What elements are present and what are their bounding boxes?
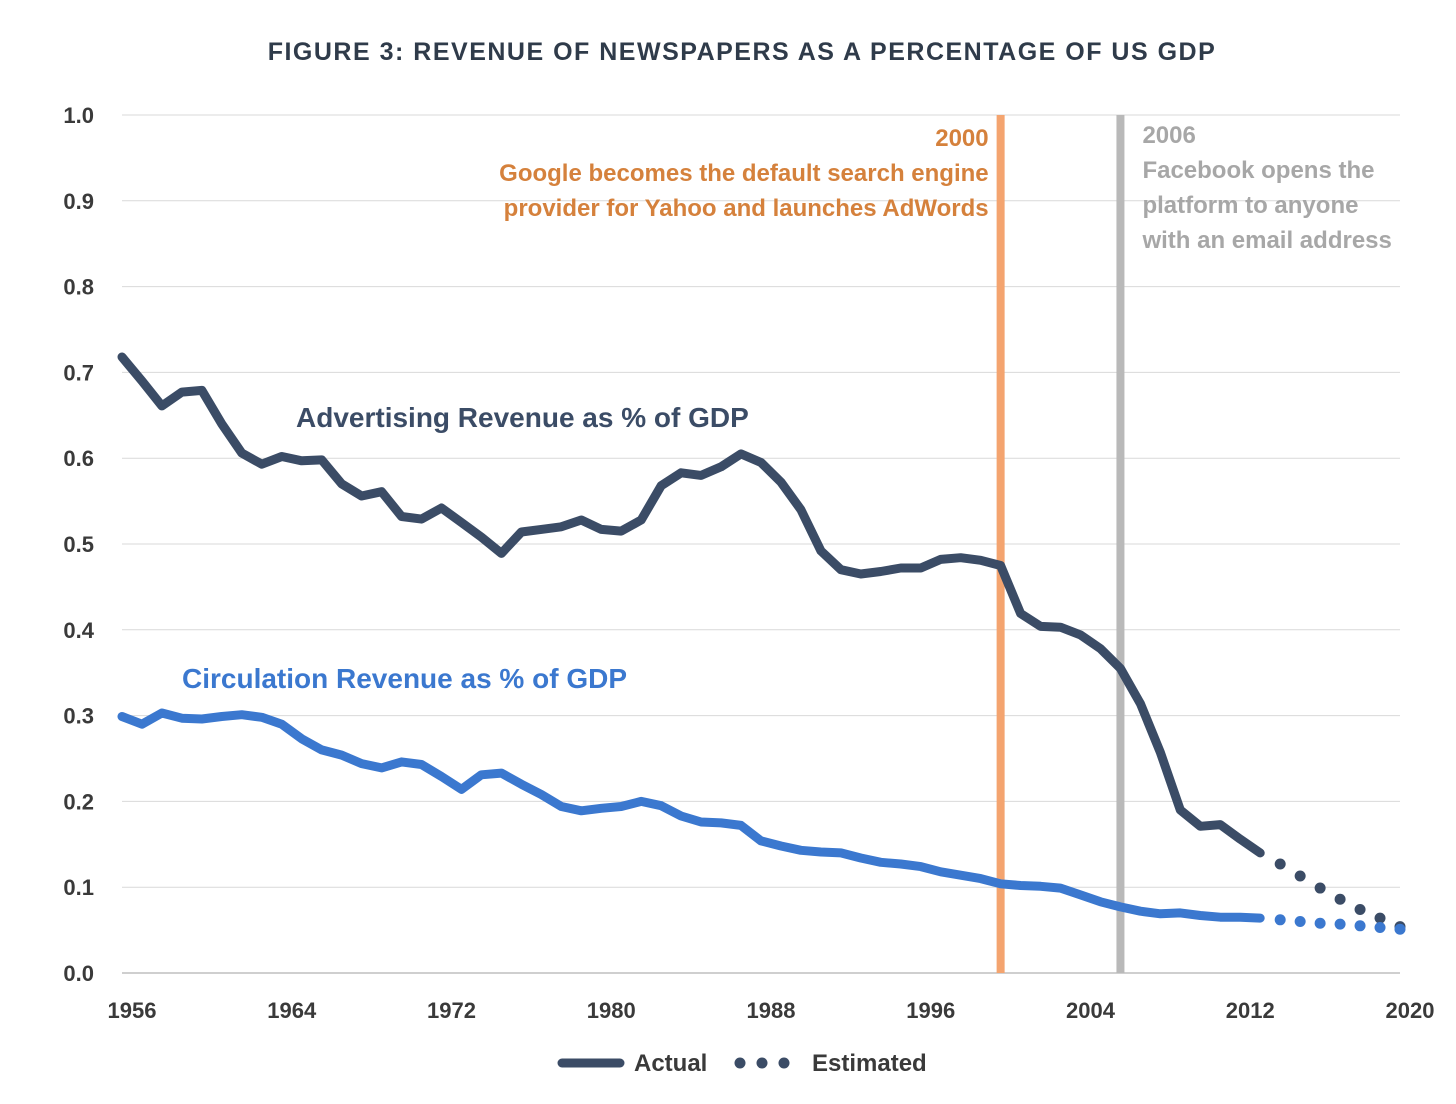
y-tick-label-0.1: 0.1 <box>63 875 94 900</box>
legend-estimated-dot-3 <box>778 1057 790 1069</box>
series-circulation-estimated-point-2019 <box>1374 922 1386 934</box>
event-line-2000 <box>996 115 1005 973</box>
x-tick-label-1972: 1972 <box>427 998 476 1023</box>
y-tick-label-0.0: 0.0 <box>63 961 94 986</box>
series-advertising-estimated-point-2019 <box>1374 912 1386 924</box>
series-label-circulation: Circulation Revenue as % of GDP <box>182 663 627 694</box>
x-tick-label-2004: 2004 <box>1066 998 1116 1023</box>
series-label-advertising: Advertising Revenue as % of GDP <box>296 402 749 433</box>
y-tick-label-0.2: 0.2 <box>63 789 94 814</box>
x-tick-label-1980: 1980 <box>587 998 636 1023</box>
grid-lines <box>122 114 1400 974</box>
series-circulation-estimated-point-2014 <box>1274 914 1286 926</box>
event-text-2006-line-2: platform to anyone <box>1142 192 1358 219</box>
legend-estimated-dot-2 <box>756 1057 768 1069</box>
series-lines <box>117 352 1406 935</box>
legend-estimated-dot-1 <box>734 1057 746 1069</box>
event-annotations: 2000 Google becomes the default search en… <box>499 115 1392 973</box>
series-advertising-estimated-point-2018 <box>1354 904 1366 916</box>
series-advertising-actual-line <box>117 352 1265 858</box>
y-axis: 0.0 0.1 0.2 0.3 0.4 0.5 0.6 0.7 0.8 0.9 1.0 <box>63 103 94 986</box>
series-advertising-estimated-point-2016 <box>1314 882 1326 894</box>
y-tick-label-0.6: 0.6 <box>63 446 94 471</box>
y-tick-label-0.3: 0.3 <box>63 704 94 729</box>
y-tick-label-0.7: 0.7 <box>63 360 94 385</box>
legend-estimated-label: Estimated <box>812 1050 927 1077</box>
event-text-2006-line-0: 2006 <box>1142 122 1195 149</box>
series-advertising-estimated-point-2017 <box>1334 893 1346 905</box>
x-tick-label-1988: 1988 <box>747 998 796 1023</box>
x-tick-label-2012: 2012 <box>1226 998 1275 1023</box>
y-tick-label-1.0: 1.0 <box>63 103 94 128</box>
chart-title: FIGURE 3: REVENUE OF NEWSPAPERS AS A PER… <box>268 38 1217 66</box>
series-advertising-estimated-point-2014 <box>1274 858 1286 870</box>
series-labels: Advertising Revenue as % of GDP Circulat… <box>182 402 749 694</box>
event-text-2006-line-1: Facebook opens the <box>1142 157 1374 184</box>
y-tick-label-0.5: 0.5 <box>63 532 94 557</box>
event-text-2000-line-1: Google becomes the default search engine <box>499 160 988 187</box>
legend-actual-label: Actual <box>634 1050 707 1077</box>
y-tick-label-0.9: 0.9 <box>63 189 94 214</box>
x-tick-label-1996: 1996 <box>906 998 955 1023</box>
series-circulation-estimated-point-2016 <box>1314 917 1326 929</box>
x-tick-label-1964: 1964 <box>267 998 317 1023</box>
series-advertising-estimated-point-2015 <box>1294 870 1306 882</box>
x-tick-label-2020: 2020 <box>1386 998 1435 1023</box>
x-axis: 1956 1964 1972 1980 1988 1996 2004 2012 2020 <box>108 998 1435 1023</box>
series-circulation-estimated-point-2015 <box>1294 916 1306 928</box>
y-tick-label-0.8: 0.8 <box>63 275 94 300</box>
event-line-2006 <box>1116 115 1125 973</box>
y-tick-label-0.4: 0.4 <box>63 618 94 643</box>
series-circulation-actual-line <box>117 708 1265 923</box>
event-text-2000-line-2: provider for Yahoo and launches AdWords <box>504 195 989 222</box>
series-circulation-estimated-point-2017 <box>1334 918 1346 930</box>
event-text-2006-line-3: with an email address <box>1141 227 1391 254</box>
x-tick-label-1956: 1956 <box>108 998 157 1023</box>
series-circulation-estimated-point-2018 <box>1354 920 1366 932</box>
event-text-2000-line-0: 2000 <box>935 125 988 152</box>
legend: Actual Estimated <box>557 1050 927 1077</box>
series-circulation-estimated-point-2020 <box>1394 923 1406 935</box>
